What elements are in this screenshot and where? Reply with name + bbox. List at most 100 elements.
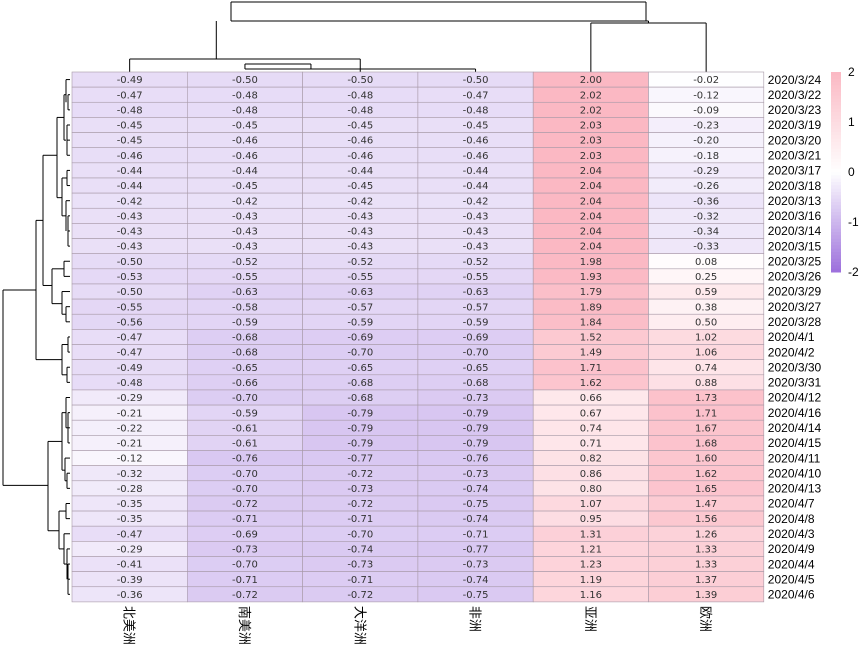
legend-gradient-segment [831,185,841,190]
cell-value-label: -0.50 [117,287,143,298]
cell-value-label: 1.33 [695,545,717,556]
cell-value-label: -0.79 [463,423,489,434]
column-label: 亚洲 [582,606,597,632]
cell-value-label: -0.79 [347,423,373,434]
cell-value-label: -0.45 [347,121,373,132]
cell-value-label: -0.43 [347,211,373,222]
cell-value-label: -0.42 [347,196,373,207]
legend-gradient-segment [831,115,841,120]
column-label: 大洋洲 [351,606,366,645]
cell-value-label: -0.48 [347,105,373,116]
row-label: 2020/4/15 [768,436,822,450]
row-label: 2020/4/11 [768,451,821,465]
cell-value-label: -0.77 [463,545,489,556]
cell-value-label: -0.72 [232,499,258,510]
cell-value-label: 1.89 [580,302,602,313]
legend-gradient-segment [831,112,841,116]
legend-gradient-segment [831,218,841,223]
cell-value-label: 0.95 [580,514,602,525]
heatmap-cell [648,586,765,603]
legend-gradient-segment [831,262,841,266]
cell-value-label: 1.62 [580,378,602,389]
legend-gradient-segment [831,142,841,146]
cell-value-label: 0.86 [580,469,602,480]
legend-gradient-segment [831,72,841,76]
legend-gradient-segment [831,255,841,260]
cell-value-label: -0.50 [232,75,258,86]
legend-gradient-segment [831,152,841,156]
cell-value-label: 0.74 [695,363,717,374]
legend-gradient-segment [831,222,841,226]
legend-gradient-segment [831,98,841,103]
cell-value-label: 1.68 [695,439,717,450]
cell-value-label: -0.70 [347,529,373,540]
row-label: 2020/4/12 [768,391,822,405]
cell-value-label: -0.32 [117,469,143,480]
legend-gradient-segment [831,172,841,176]
cell-value-label: -0.63 [463,287,489,298]
cell-value-label: -0.73 [347,560,373,571]
cell-value-label: 0.66 [580,393,602,404]
row-labels: 2020/3/242020/3/222020/3/232020/3/192020… [768,73,822,602]
cell-value-label: -0.66 [232,378,258,389]
cell-value-label: -0.73 [232,545,258,556]
cell-value-label: -0.72 [347,590,373,601]
legend-gradient-segment [831,228,841,233]
cell-value-label: -0.47 [117,348,143,359]
legend-gradient-segment [831,78,841,83]
cell-value-label: -0.68 [463,378,489,389]
row-label: 2020/4/8 [768,512,815,526]
cell-value-label: -0.18 [693,151,719,162]
row-label: 2020/4/10 [768,466,822,480]
legend-tick-label: -2 [848,265,859,279]
cell-value-label: -0.59 [463,317,489,328]
cell-value-label: -0.65 [463,363,489,374]
cell-value-label: 2.03 [580,136,602,147]
cell-value-label: -0.33 [693,242,719,253]
cell-value-label: 0.67 [580,408,602,419]
cell-value-label: 1.67 [695,423,717,434]
legend-gradient-segment [831,212,841,216]
cell-value-label: 2.04 [580,227,602,238]
cell-value-label: -0.70 [232,393,258,404]
cell-value-label: -0.23 [693,121,719,132]
cell-value-label: -0.45 [117,121,143,132]
cell-value-label: -0.43 [463,242,489,253]
legend-gradient-segment [831,182,841,186]
legend-gradient-segment [831,132,841,136]
cell-value-label: -0.43 [232,211,258,222]
cell-value-label: -0.59 [347,317,373,328]
column-label: 南美洲 [236,606,252,645]
legend-gradient-segment [831,232,841,236]
cell-value-label: -0.45 [117,136,143,147]
cell-value-label: 1.07 [580,499,602,510]
row-label: 2020/4/1 [768,330,815,344]
cell-value-label: -0.61 [232,439,258,450]
cell-value-label: 1.02 [695,333,717,344]
cell-value-label: -0.48 [347,90,373,101]
cell-value-label: -0.29 [117,545,143,556]
cell-value-label: -0.71 [347,514,373,525]
cell-value-label: 2.02 [580,105,602,116]
row-label: 2020/3/22 [768,88,822,102]
cell-value-label: -0.48 [463,105,489,116]
row-label: 2020/3/20 [768,133,822,147]
cell-value-label: -0.75 [463,499,489,510]
legend-gradient-segment [831,88,841,93]
cell-value-label: -0.43 [117,211,143,222]
cell-value-label: 0.74 [580,423,602,434]
legend-gradient-segment [831,198,841,203]
row-label: 2020/4/2 [768,345,815,359]
cell-value-label: -0.43 [463,211,489,222]
cell-value-label: -0.09 [693,105,719,116]
cell-value-label: 1.52 [580,333,602,344]
cell-value-label: -0.79 [463,408,489,419]
cell-value-label: -0.48 [232,105,258,116]
cell-value-label: 2.04 [580,242,602,253]
cell-value-label: -0.48 [117,105,143,116]
cell-value-label: 1.26 [695,529,717,540]
cell-value-label: -0.46 [232,151,258,162]
cell-value-label: -0.45 [463,121,489,132]
cell-value-label: 2.03 [580,151,602,162]
cell-value-label: -0.55 [117,302,143,313]
